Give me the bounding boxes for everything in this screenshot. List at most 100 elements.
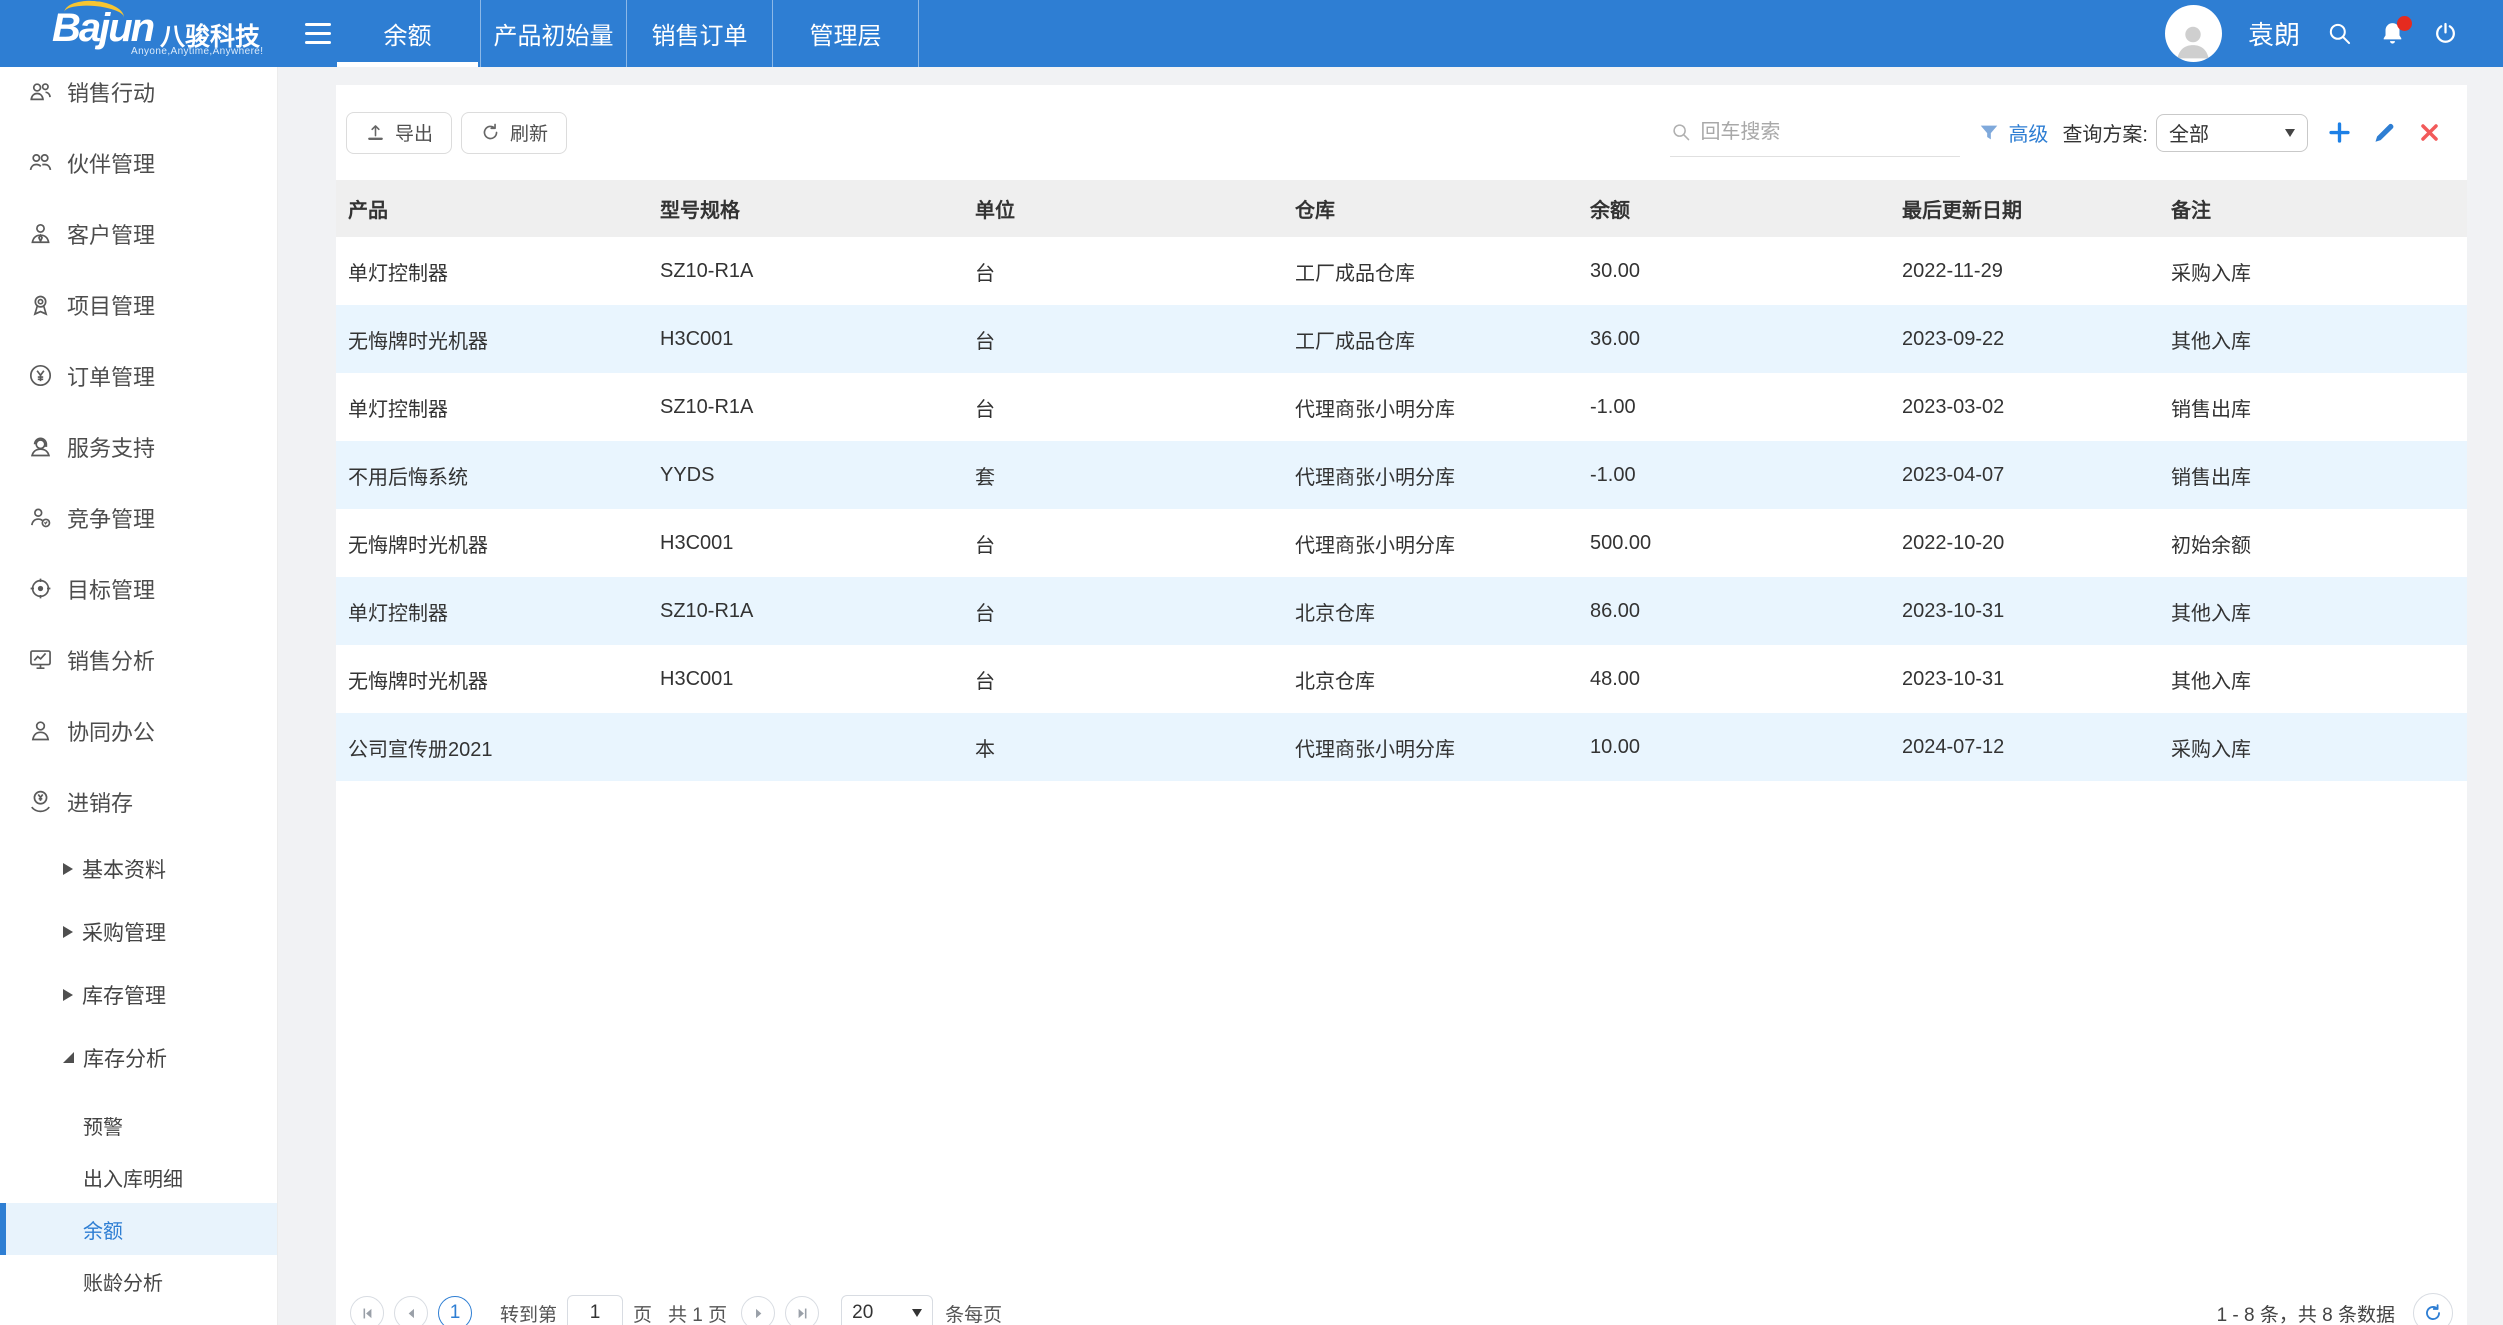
cell-unit: 台 — [975, 262, 995, 285]
user-name[interactable]: 袁朗 — [2247, 20, 2300, 50]
app-logo[interactable]: Bajun 八骏科技 Anyone,Anytime,Anywhere! — [0, 0, 278, 67]
cell-unit: 本 — [975, 738, 995, 761]
search-input[interactable] — [1700, 120, 1961, 144]
cell-product: 无悔牌时光机器 — [348, 670, 488, 693]
current-page-button[interactable]: 1 — [438, 1296, 472, 1325]
refresh-table-button[interactable] — [2413, 1293, 2453, 1325]
sidebar-item-orders[interactable]: 订单管理 — [0, 340, 277, 411]
table-row[interactable]: 无悔牌时光机器 H3C001 台 北京仓库 48.00 2023-10-31 其… — [336, 645, 2467, 713]
export-button[interactable]: 导出 — [346, 111, 453, 154]
sidebar-leaf-alert[interactable]: 预警 — [0, 1099, 277, 1151]
filter-funnel-icon[interactable] — [1978, 122, 2000, 144]
sidebar-leaf-inout-detail[interactable]: 出入库明细 — [0, 1151, 277, 1203]
cell-updated: 2023-04-07 — [1902, 463, 2005, 486]
cell-unit: 台 — [975, 534, 995, 557]
table-row[interactable]: 单灯控制器 SZ10-R1A 台 工厂成品仓库 30.00 2022-11-29… — [336, 237, 2467, 305]
cell-remark: 其他入库 — [2171, 602, 2251, 625]
table-row[interactable]: 单灯控制器 SZ10-R1A 台 北京仓库 86.00 2023-10-31 其… — [336, 577, 2467, 645]
sidebar-sub-basic-data[interactable]: 基本资料 — [0, 837, 277, 900]
cell-product: 无悔牌时光机器 — [348, 330, 488, 353]
advanced-search-link[interactable]: 高级 — [2008, 124, 2049, 146]
sidebar-item-customers[interactable]: 客户管理 — [0, 198, 277, 269]
sidebar-item-service[interactable]: 服务支持 — [0, 411, 277, 482]
main-area: 导出 刷新 高级 查询方案: 全部 — [278, 67, 2503, 1325]
refresh-button[interactable]: 刷新 — [461, 111, 568, 154]
clear-x-icon[interactable] — [2416, 119, 2443, 146]
cell-remark: 销售出库 — [2171, 466, 2251, 489]
per-page-label: 条每页 — [945, 1304, 1003, 1325]
cell-product: 公司宣传册2021 — [348, 738, 493, 761]
cell-remark: 采购入库 — [2171, 262, 2251, 285]
sidebar-item-projects[interactable]: 项目管理 — [0, 269, 277, 340]
page-size-value: 20 — [852, 1302, 874, 1323]
sidebar-item-sales-analysis[interactable]: 销售分析 — [0, 624, 277, 695]
tab-sales-order[interactable]: 销售订单 — [627, 0, 773, 67]
sidebar-menu: 销售行动 伙伴管理 客户管理 项目管理 订单管理 服务支持 — [0, 67, 277, 1307]
sidebar-item-partners[interactable]: 伙伴管理 — [0, 127, 277, 198]
sidebar-leaf-aging[interactable]: 账龄分析 — [0, 1255, 277, 1307]
search-icon[interactable] — [2326, 20, 2353, 47]
cell-updated: 2022-10-20 — [1902, 531, 2005, 554]
query-scheme-value: 全部 — [2169, 124, 2209, 146]
edit-pencil-icon[interactable] — [2371, 119, 2398, 146]
prev-page-button[interactable] — [394, 1296, 428, 1325]
table-row[interactable]: 单灯控制器 SZ10-R1A 台 代理商张小明分库 -1.00 2023-03-… — [336, 373, 2467, 441]
table-row[interactable]: 无悔牌时光机器 H3C001 台 代理商张小明分库 500.00 2022-10… — [336, 509, 2467, 577]
query-scheme-select[interactable]: 全部 — [2156, 113, 2308, 152]
cell-balance: 500.00 — [1590, 531, 1652, 554]
cell-model: H3C001 — [660, 531, 734, 554]
cell-warehouse: 代理商张小明分库 — [1295, 738, 1455, 761]
total-pages-label: 共 1 页 — [668, 1304, 728, 1325]
customer-icon — [31, 223, 50, 244]
cell-balance: 36.00 — [1590, 327, 1641, 350]
cell-model: H3C001 — [660, 667, 734, 690]
cell-updated: 2022-11-29 — [1902, 259, 2003, 282]
inventory-icon — [31, 790, 50, 813]
cell-unit: 套 — [975, 466, 995, 489]
sidebar-item-competition[interactable]: 竞争管理 — [0, 482, 277, 553]
last-page-button[interactable] — [785, 1296, 820, 1325]
refresh-label: 刷新 — [510, 124, 549, 145]
table-row[interactable]: 无悔牌时光机器 H3C001 台 工厂成品仓库 36.00 2023-09-22… — [336, 305, 2467, 373]
col-header-updated: 最后更新日期 — [1902, 200, 2022, 222]
sidebar-sub-purchase[interactable]: 采购管理 — [0, 900, 277, 963]
sidebar-leaf-label: 预警 — [83, 1116, 123, 1139]
office-icon — [31, 721, 50, 741]
cell-balance: -1.00 — [1590, 395, 1636, 418]
sidebar-item-label: 订单管理 — [67, 364, 156, 390]
page-size-select[interactable]: 20 — [841, 1295, 934, 1325]
top-navbar: Bajun 八骏科技 Anyone,Anytime,Anywhere! 余额 产… — [0, 0, 2503, 67]
bell-icon[interactable] — [2379, 16, 2412, 47]
sidebar-item-label: 项目管理 — [67, 293, 156, 319]
tab-product-initial[interactable]: 产品初始量 — [481, 0, 627, 67]
table-row[interactable]: 不用后悔系统 YYDS 套 代理商张小明分库 -1.00 2023-04-07 … — [336, 441, 2467, 509]
menu-icon[interactable] — [305, 23, 331, 44]
avatar[interactable] — [2164, 5, 2222, 62]
tab-management[interactable]: 管理层 — [773, 0, 919, 67]
cell-model: SZ10-R1A — [660, 395, 754, 418]
project-icon — [33, 295, 48, 316]
tab-balance[interactable]: 余额 — [335, 0, 481, 67]
next-page-button[interactable] — [741, 1296, 776, 1325]
first-page-button[interactable] — [350, 1296, 384, 1325]
goto-page-input[interactable] — [567, 1295, 624, 1325]
logo-text: Bajun — [52, 6, 155, 50]
add-scheme-plus-icon[interactable] — [2326, 119, 2353, 146]
sidebar-item-inventory[interactable]: 进销存 — [0, 766, 277, 837]
col-header-product: 产品 — [348, 200, 388, 222]
sidebar-leaf-balance[interactable]: 余额 — [0, 1203, 277, 1255]
power-icon[interactable] — [2432, 20, 2459, 47]
partner-icon — [29, 154, 52, 171]
sidebar-item-sales-action[interactable]: 销售行动 — [0, 67, 277, 127]
sidebar-sub-stock-mgmt[interactable]: 库存管理 — [0, 963, 277, 1026]
sidebar-item-label: 伙伴管理 — [67, 151, 156, 177]
sidebar-sub-stock-analysis[interactable]: 库存分析 — [0, 1026, 277, 1089]
cell-remark: 采购入库 — [2171, 738, 2251, 761]
table-row[interactable]: 公司宣传册2021 本 代理商张小明分库 10.00 2024-07-12 采购… — [336, 713, 2467, 781]
sidebar-item-office[interactable]: 协同办公 — [0, 695, 277, 766]
sidebar-item-targets[interactable]: 目标管理 — [0, 553, 277, 624]
cell-unit: 台 — [975, 670, 995, 693]
cell-updated: 2023-10-31 — [1902, 667, 2005, 690]
target-icon — [30, 578, 51, 599]
cell-warehouse: 工厂成品仓库 — [1295, 262, 1415, 285]
